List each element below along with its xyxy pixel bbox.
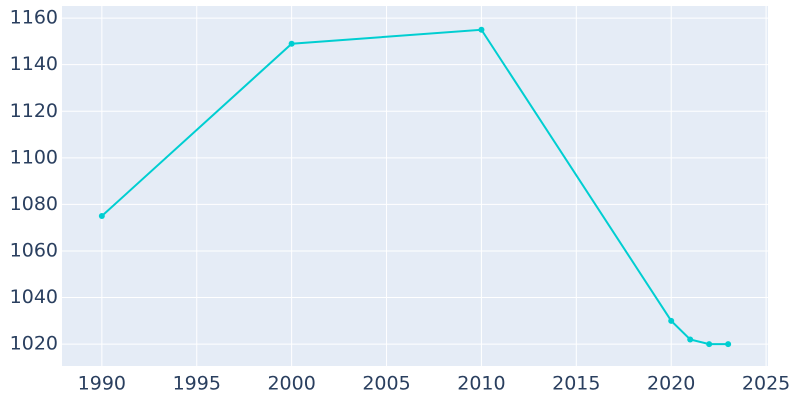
x-tick-label: 2025: [742, 373, 790, 395]
x-tick-label: 2000: [267, 373, 315, 395]
y-tick-label: 1100: [10, 146, 58, 168]
point: [725, 341, 732, 348]
y-tick-label: 1160: [10, 7, 58, 29]
x-tick-label: 2005: [362, 373, 410, 395]
x-tick-label: 2010: [457, 373, 505, 395]
point: [668, 317, 675, 324]
point: [706, 341, 713, 348]
point: [98, 213, 105, 220]
point: [288, 40, 295, 47]
point: [687, 336, 694, 343]
x-tick-label: 2020: [647, 373, 695, 395]
y-tick-label: 1040: [10, 286, 58, 308]
point: [478, 26, 485, 33]
x-tick-label: 2015: [552, 373, 600, 395]
x-tick-label: 1995: [173, 373, 221, 395]
plot-area: [62, 6, 768, 366]
y-tick-label: 1140: [10, 53, 58, 75]
x-tick-label: 1990: [78, 373, 126, 395]
y-tick-label: 1080: [10, 193, 58, 215]
y-tick-label: 1020: [10, 333, 58, 355]
y-tick-label: 1120: [10, 100, 58, 122]
y-tick-label: 1060: [10, 239, 58, 261]
